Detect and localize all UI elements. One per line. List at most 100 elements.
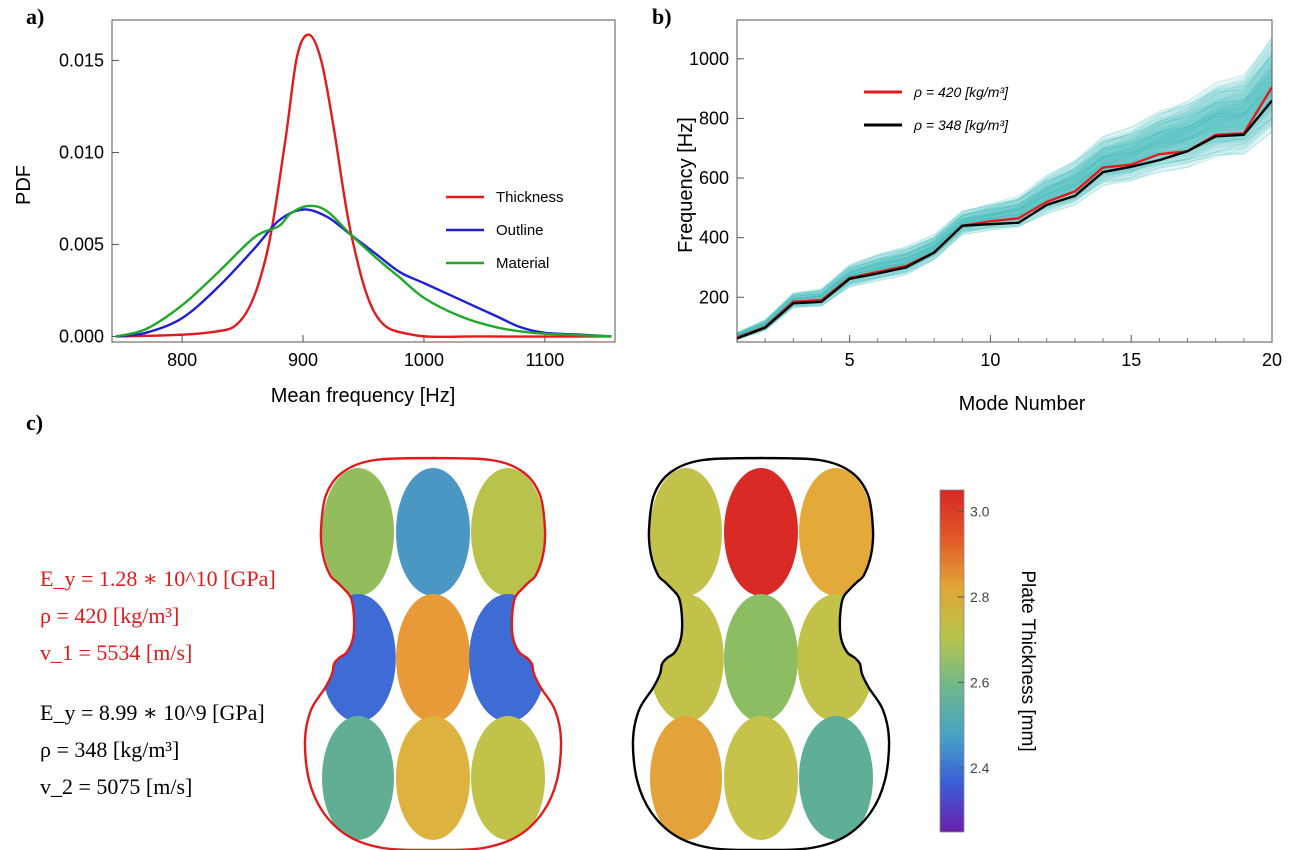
- pdf-chart-legend: Thickness Outline Material: [446, 189, 564, 272]
- sample-curve: [737, 37, 1272, 333]
- mode-series-rho-348: [737, 99, 1272, 340]
- plate-cell: [799, 716, 873, 840]
- sample-curve: [737, 86, 1272, 338]
- plate-cell: [724, 468, 798, 596]
- panel-label-a: a): [26, 4, 44, 29]
- panel-label-b: b): [652, 4, 672, 29]
- pdf-series-material: [115, 204, 612, 338]
- plate-cell: [396, 594, 470, 722]
- sample-curve: [737, 131, 1272, 341]
- colorbar-tick-label: 2.6: [970, 674, 990, 690]
- pdf-xtick-label: 900: [288, 350, 318, 370]
- pdf-chart: 800 900 1000 1100 0.000 0.005 0.010 0.015 Mean…: [13, 19, 616, 407]
- mode-ytick-label: 600: [699, 168, 729, 188]
- sample-curve: [737, 52, 1272, 334]
- equation-red-ey: E_y = 1.28 ∗ 10^10 [GPa]: [40, 566, 276, 591]
- violin-plate-2: [631, 456, 891, 850]
- plate-outline: [303, 456, 563, 850]
- plate-cell: [797, 594, 875, 722]
- legend-label-thickness: Thickness: [496, 189, 564, 206]
- sample-band: [737, 36, 1272, 340]
- sample-curve: [737, 43, 1272, 333]
- mode-ytick-label: 1000: [689, 49, 729, 69]
- plate-cell: [724, 594, 798, 722]
- sample-band: [737, 41, 1272, 340]
- sample-curve: [737, 68, 1272, 336]
- plate-cell: [322, 468, 394, 596]
- sample-curve: [737, 82, 1272, 336]
- pdf-ytick-label: 0.005: [59, 234, 104, 254]
- plate-cell: [724, 716, 798, 840]
- sample-band: [737, 73, 1272, 337]
- mode-xtick-label: 20: [1262, 350, 1282, 370]
- sample-curve: [737, 68, 1272, 337]
- mode-ytick-label: 800: [699, 108, 729, 128]
- plate-cell: [469, 594, 547, 722]
- sample-curve: [737, 55, 1272, 334]
- pdf-series-outline: [115, 208, 612, 338]
- plate-cell: [471, 716, 545, 840]
- plate-cell: [322, 716, 394, 840]
- violin-plate-1: [303, 456, 563, 850]
- equation-black-rho: ρ = 348 [kg/m³]: [40, 737, 179, 762]
- sample-curve: [737, 59, 1272, 336]
- mode-xtick-label: 10: [980, 350, 1000, 370]
- sample-curve: [737, 38, 1272, 334]
- equation-black-v: v_2 = 5075 [m/s]: [40, 774, 192, 799]
- sample-band: [737, 52, 1272, 339]
- sample-curve: [737, 71, 1272, 335]
- sample-curve: [737, 117, 1272, 339]
- pdf-xtick-label: 1100: [526, 350, 565, 370]
- sample-curve: [737, 78, 1272, 337]
- colorbar-tick-label: 3.0: [970, 503, 990, 519]
- sample-curve: [737, 41, 1272, 334]
- mode-ytick-label: 400: [699, 228, 729, 248]
- pdf-ytick-label: 0.015: [59, 50, 104, 70]
- plate-cell: [650, 468, 722, 596]
- sample-curve: [737, 123, 1272, 339]
- mode-chart-xlabel: Mode Number: [959, 393, 1086, 415]
- plate-cell: [648, 594, 724, 722]
- sample-curve: [737, 91, 1272, 338]
- sample-band: [737, 68, 1272, 338]
- sample-curve: [737, 62, 1272, 335]
- sample-curve: [737, 116, 1272, 340]
- pdf-chart-ylabel: PDF: [13, 165, 35, 205]
- legend-label-rho-348: ρ = 348 [kg/m³]: [913, 117, 1009, 133]
- sample-curve: [737, 121, 1272, 340]
- panel-label-c: c): [26, 410, 43, 435]
- sample-curve: [737, 55, 1272, 335]
- pdf-series-thickness: [115, 33, 612, 339]
- pdf-ytick-label: 0.000: [59, 326, 104, 346]
- colorbar-tick-label: 2.8: [970, 589, 990, 605]
- sample-curve: [737, 72, 1272, 337]
- pdf-chart-xlabel: Mean frequency [Hz]: [271, 385, 456, 407]
- sample-curve: [737, 87, 1272, 337]
- mode-xtick-label: 5: [845, 350, 855, 370]
- mode-xtick-label: 15: [1121, 350, 1141, 370]
- colorbar-tick-label: 2.4: [970, 760, 990, 776]
- plate-cell: [396, 716, 470, 840]
- thickness-colorbar: 2.4 2.6 2.8 3.0 Plate Thickness [mm]: [939, 489, 1038, 833]
- plate-cell: [650, 716, 722, 840]
- colorbar-gradient: [939, 489, 965, 833]
- plate-outline: [631, 456, 891, 850]
- sample-curve: [737, 42, 1272, 335]
- pdf-chart-frame: [111, 19, 616, 343]
- pdf-ytick-label: 0.010: [59, 142, 104, 162]
- sample-curve: [737, 66, 1272, 335]
- colorbar-label: Plate Thickness [mm]: [1017, 570, 1038, 751]
- mode-chart-ylabel: Frequency [Hz]: [675, 117, 697, 253]
- mode-ytick-label: 200: [699, 287, 729, 307]
- sample-band: [737, 57, 1272, 339]
- sample-curve: [737, 73, 1272, 336]
- legend-label-outline: Outline: [496, 222, 544, 239]
- mode-chart-frame: [736, 19, 1273, 343]
- pdf-xtick-label: 1000: [404, 350, 444, 370]
- plate-cell: [320, 594, 396, 722]
- legend-label-material: Material: [496, 255, 549, 272]
- mode-frequency-chart: 5 10 15 20 200 400 600 800 1000 Mode Number Fre…: [675, 19, 1282, 415]
- equation-red-v: v_1 = 5534 [m/s]: [40, 640, 192, 665]
- material-equations: E_y = 1.28 ∗ 10^10 [GPa] ρ = 420 [kg/m³]…: [40, 566, 276, 799]
